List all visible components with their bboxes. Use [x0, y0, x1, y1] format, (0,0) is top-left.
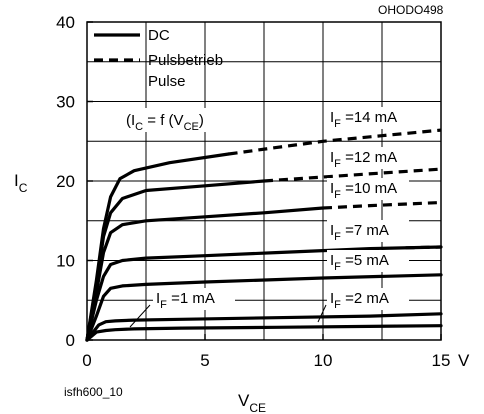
series-line	[85, 324, 443, 342]
condition-label-bg	[120, 108, 262, 132]
legend-label-pulse: Pulse	[148, 73, 186, 90]
y-tick-label: 0	[66, 331, 75, 350]
series-labels: IF =1 mA IF =2 mA IF =5 mA IF =7 mA IF =10 m…	[129, 107, 409, 328]
series-label: IF =12 mA	[330, 149, 397, 170]
curves	[85, 128, 443, 342]
series-line	[85, 273, 443, 342]
series-label: IF =2 mA	[330, 290, 389, 311]
series-line	[85, 152, 231, 342]
y-axis-label: IC	[14, 171, 28, 195]
series-label-bg	[153, 288, 235, 310]
series-label-leader	[317, 304, 327, 323]
x-axis-label: VCE	[238, 391, 266, 414]
series-label: IF =5 mA	[330, 252, 389, 273]
file-id: isfh600_10	[64, 385, 123, 399]
series-label-bg	[327, 147, 409, 169]
condition-label: (IC = f (VCE)	[126, 112, 204, 133]
y-tick-label: 30	[56, 93, 75, 112]
series-label-bg	[327, 220, 409, 242]
x-unit-label: V	[458, 351, 470, 370]
series-label-bg	[327, 288, 409, 310]
legend-label-dc: DC	[148, 27, 170, 44]
y-tick-label: 10	[56, 252, 75, 271]
series-label: IF =14 mA	[330, 109, 397, 130]
series-label: IF =1 mA	[156, 290, 215, 311]
legend-label-pulsbetrieb: Pulsbetrieb	[148, 52, 223, 69]
series-label: IF =10 mA	[330, 180, 397, 201]
x-tick-label: 15	[432, 351, 451, 370]
series-pulse-line	[322, 200, 442, 210]
x-tick-label: 0	[82, 351, 91, 370]
y-tick-label: 40	[56, 13, 75, 32]
x-tick-label: 10	[314, 351, 333, 370]
series-label-bg	[327, 178, 409, 200]
series-line	[85, 312, 443, 342]
series-label-bg	[327, 250, 409, 272]
axes: 0 5 10 15 0 10 20 30 40	[56, 13, 450, 370]
series-line	[85, 245, 443, 342]
series-label-bg	[327, 107, 409, 129]
series-label-leader	[129, 304, 151, 328]
series-pulse-line	[228, 128, 442, 156]
figure-code: OHODO498	[378, 3, 444, 17]
y-tick-label: 20	[56, 172, 75, 191]
series-pulse-line	[405, 245, 442, 250]
x-tick-label: 5	[200, 351, 209, 370]
series-label: IF =7 mA	[330, 222, 389, 243]
legend: DC Pulsbetrieb Pulse	[94, 27, 223, 90]
